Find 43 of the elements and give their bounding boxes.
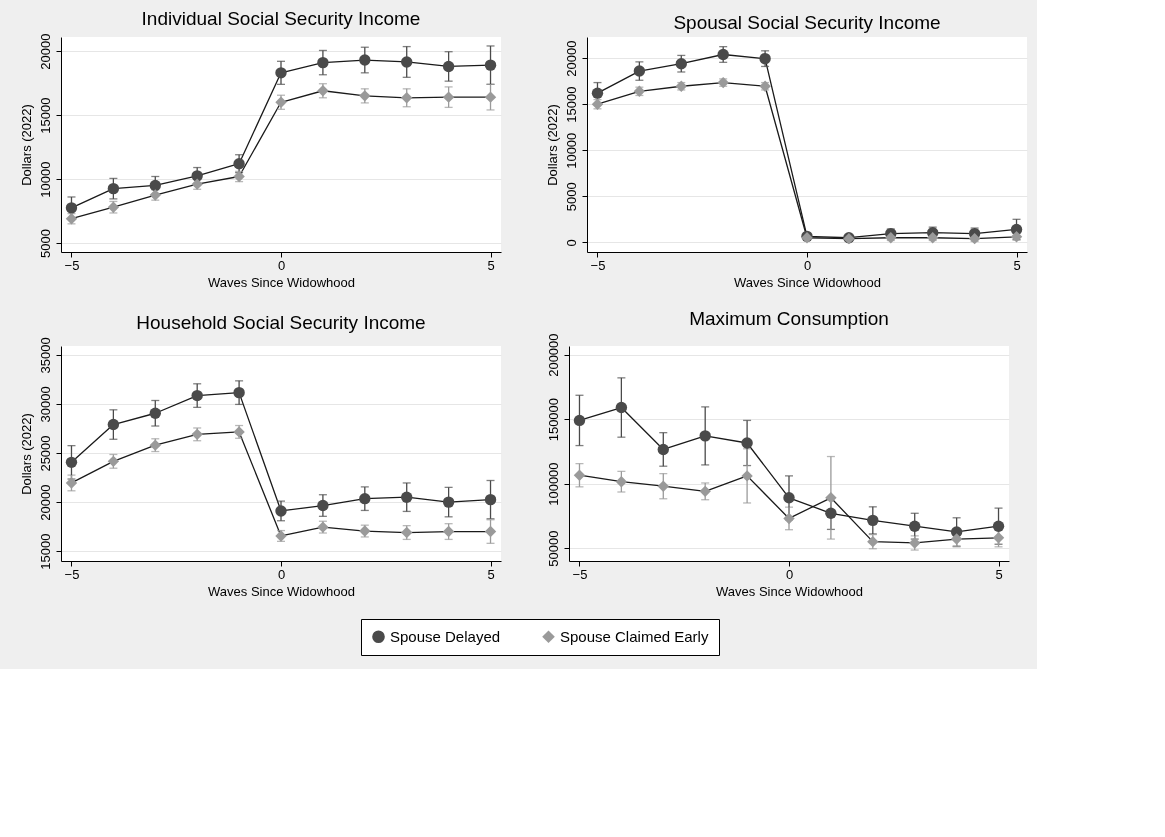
x-tick-label: −5 <box>590 257 606 273</box>
y-tick-label: 200000 <box>545 333 561 377</box>
y-tick-label: 20000 <box>563 40 579 77</box>
x-tick-label: 0 <box>803 257 812 273</box>
x-tick-label: −5 <box>64 566 80 582</box>
x-tick-label: −5 <box>572 566 588 582</box>
y-tick-label: 0 <box>563 239 579 247</box>
y-axis-title: Dollars (2022) <box>18 413 34 495</box>
x-axis-title: Waves Since Widowhood <box>208 274 355 290</box>
y-tick-label: 20000 <box>37 33 53 70</box>
x-tick-label: 5 <box>487 257 495 273</box>
y-axis-title: Dollars (2022) <box>18 104 34 186</box>
x-tick-label: 5 <box>1013 257 1021 273</box>
y-tick-label: 15000 <box>563 86 579 123</box>
y-tick-label: 150000 <box>545 397 561 442</box>
y-tick-label: 100000 <box>545 462 561 506</box>
x-tick-label: 0 <box>785 566 794 582</box>
chart-title: Household Social Security Income <box>136 311 426 333</box>
y-tick-label: 5000 <box>563 182 579 212</box>
x-tick-label: 5 <box>995 566 1003 582</box>
legend-label: Spouse Delayed <box>390 627 501 645</box>
x-axis-title: Waves Since Widowhood <box>734 274 881 290</box>
y-tick-label: 15000 <box>37 97 53 134</box>
y-tick-label: 30000 <box>37 386 53 423</box>
y-tick-label: 10000 <box>37 161 53 198</box>
chart-title: Spousal Social Security Income <box>673 12 941 33</box>
y-tick-label: 15000 <box>37 533 53 570</box>
x-axis-title: Waves Since Widowhood <box>208 583 355 599</box>
y-tick-label: 50000 <box>545 530 561 567</box>
x-tick-label: 0 <box>277 257 286 273</box>
x-tick-label: 5 <box>487 566 495 582</box>
y-tick-label: 10000 <box>563 132 579 169</box>
y-tick-label: 25000 <box>37 435 53 472</box>
chart-title: Individual Social Security Income <box>141 8 421 29</box>
y-tick-label: 20000 <box>37 484 53 521</box>
legend-label: Spouse Claimed Early <box>560 627 709 645</box>
y-axis-title: Dollars (2022) <box>544 104 560 186</box>
x-axis-title: Waves Since Widowhood <box>716 583 863 599</box>
x-tick-label: 0 <box>277 566 286 582</box>
y-tick-label: 35000 <box>37 337 53 374</box>
chart-title: Maximum Consumption <box>689 307 889 329</box>
y-tick-label: 5000 <box>37 229 53 258</box>
x-tick-label: −5 <box>64 257 80 273</box>
